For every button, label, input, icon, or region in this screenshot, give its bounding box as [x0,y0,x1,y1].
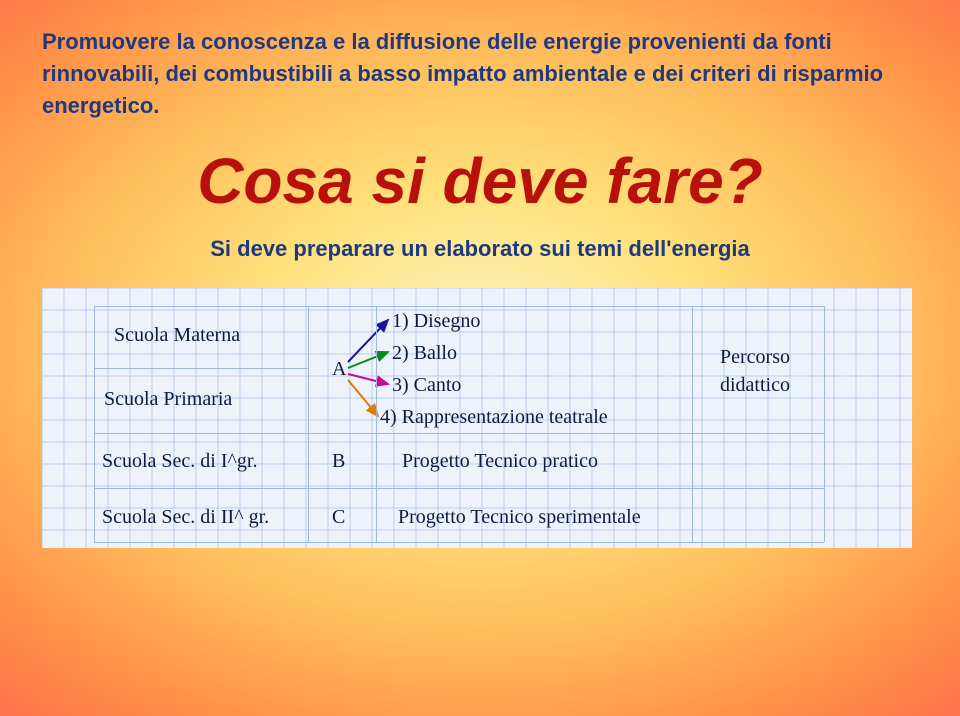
school-level-label: Scuola Sec. di II^ gr. [102,506,269,529]
school-level-label: Scuola Materna [114,324,240,347]
school-level-label: Scuola Sec. di I^gr. [102,450,257,473]
group-letter-label: B [332,450,345,473]
school-level-label: Scuola Primaria [104,388,232,411]
diagram-box: Scuola Materna Scuola Primaria Scuola Sec.… [42,288,912,548]
table-border [94,306,824,307]
table-border [692,306,693,542]
track-label: didattico [720,374,790,397]
activity-label: 4) Rappresentazione teatrale [380,406,608,429]
table-border [308,306,309,542]
activity-label: 1) Disegno [392,310,480,333]
activity-label: 2) Ballo [392,342,457,365]
table-border [376,306,377,542]
table-border [94,542,824,543]
table-border [94,488,824,489]
group-letter-label: C [332,506,345,529]
table-border [94,306,95,542]
subline: Si deve preparare un elaborato sui temi … [42,236,918,262]
group-letter-label: A [332,358,346,381]
headline: Cosa si deve fare? [42,144,918,218]
table-border [94,368,308,369]
track-label: Percorso [720,346,790,369]
activity-label: 3) Canto [392,374,461,397]
activity-label: Progetto Tecnico pratico [402,450,598,473]
activity-label: Progetto Tecnico sperimentale [398,506,641,529]
table-border [94,433,824,434]
table-border [824,306,825,542]
intro-paragraph: Promuovere la conoscenza e la diffusione… [42,26,918,122]
